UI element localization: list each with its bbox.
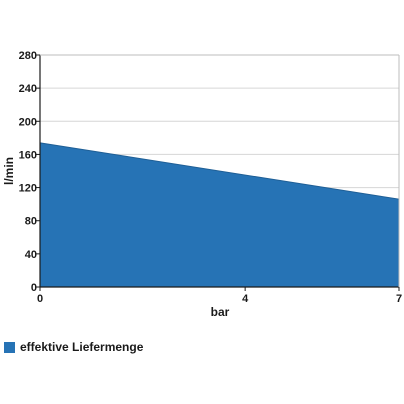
y-tick-label-40: 40: [25, 249, 37, 261]
y-tick-label-240: 240: [19, 83, 37, 95]
y-tick-label-160: 160: [19, 149, 37, 161]
legend-label: effektive Liefermenge: [20, 340, 144, 354]
legend: effektive Liefermenge: [4, 340, 143, 354]
axes: [39, 54, 400, 288]
area-fill-series-0: [39, 142, 400, 288]
y-tick-label-80: 80: [25, 216, 37, 228]
x-tick-labels: 0 4 7: [37, 287, 402, 305]
legend-swatch: [4, 341, 15, 353]
x-tick-label-7: 7: [396, 293, 402, 305]
area-series: [39, 142, 400, 288]
y-tick-label-120: 120: [19, 183, 37, 195]
x-tick-label-4: 4: [242, 293, 249, 305]
y-tick-label-200: 200: [19, 116, 37, 128]
y-axis-title: l/min: [2, 157, 16, 185]
y-tick-labels: 0 40 80 120 160 200 240 280: [19, 50, 40, 294]
y-tick-label-0: 0: [31, 282, 37, 294]
x-axis-title: bar: [211, 305, 230, 319]
x-tick-label-0: 0: [37, 293, 43, 305]
y-tick-label-280: 280: [19, 50, 37, 62]
